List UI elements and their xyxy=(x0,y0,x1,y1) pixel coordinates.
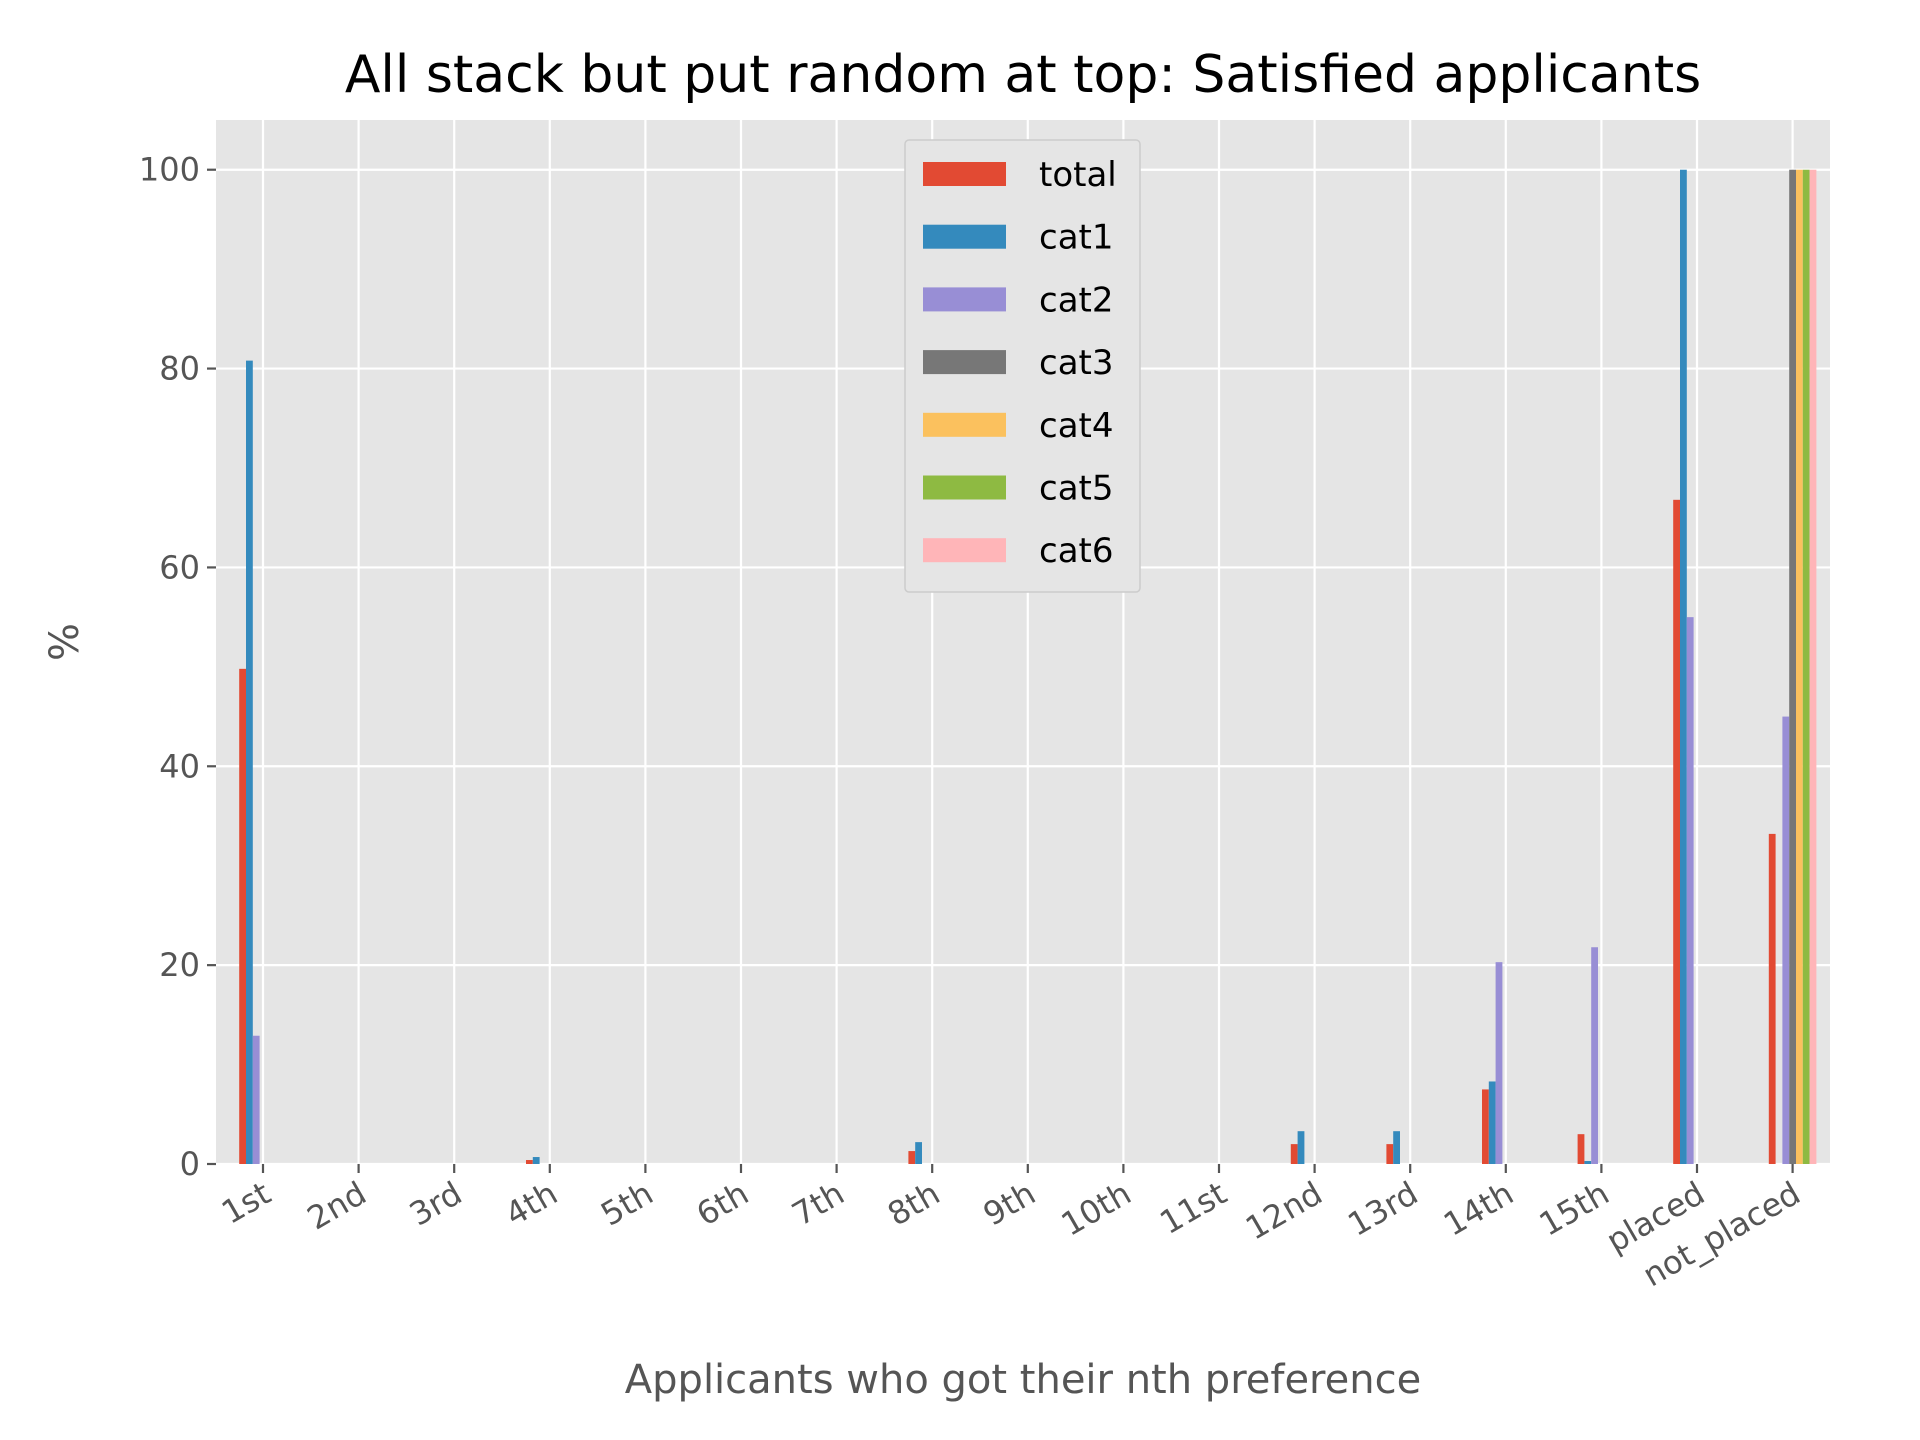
legend-swatch-cat1 xyxy=(923,224,1006,249)
bar-total xyxy=(526,1160,533,1164)
y-tick-label: 20 xyxy=(159,946,200,984)
y-tick-label: 80 xyxy=(159,350,200,388)
bar-cat3 xyxy=(1789,169,1796,1164)
bar-total xyxy=(1673,499,1680,1164)
bar-total xyxy=(908,1151,916,1164)
legend-swatch-cat2 xyxy=(923,287,1006,312)
x-tick-label: 3rd xyxy=(403,1174,468,1234)
legend-label-total: total xyxy=(1039,155,1117,195)
legend-label-cat4: cat4 xyxy=(1039,406,1114,446)
bar-total xyxy=(239,668,246,1164)
bar-cat2 xyxy=(252,1035,260,1164)
legend-label-cat3: cat3 xyxy=(1039,343,1114,383)
x-tick-label: 4th xyxy=(499,1174,564,1234)
x-tick-label: 6th xyxy=(690,1174,755,1234)
bar-cat2 xyxy=(1686,617,1694,1164)
bars xyxy=(239,169,1817,1164)
x-tick-label: 7th xyxy=(786,1174,851,1234)
bar-cat1 xyxy=(915,1142,922,1164)
x-tick-label: 10th xyxy=(1055,1174,1138,1244)
legend-swatch-cat4 xyxy=(923,412,1006,437)
x-tick-label: 13rd xyxy=(1341,1174,1424,1244)
legend-label-cat5: cat5 xyxy=(1039,469,1114,509)
bar-total xyxy=(1482,1089,1489,1164)
x-tick-label: 8th xyxy=(881,1174,946,1234)
bar-total xyxy=(1577,1134,1585,1164)
bar-total xyxy=(1290,1144,1298,1164)
x-tick-label: 11st xyxy=(1153,1174,1233,1242)
x-tick-label: 1st xyxy=(215,1174,277,1232)
legend-swatch-cat6 xyxy=(923,538,1006,563)
bar-cat2 xyxy=(1495,962,1503,1164)
bar-total xyxy=(1386,1144,1394,1164)
bar-cat1 xyxy=(1680,169,1687,1164)
x-tick-label: 14th xyxy=(1437,1174,1520,1244)
legend-label-cat2: cat2 xyxy=(1039,280,1114,320)
x-tick-label: 12nd xyxy=(1239,1174,1328,1248)
bar-cat5 xyxy=(1802,169,1810,1164)
y-tick-label: 100 xyxy=(139,151,200,189)
x-axis-label: Applicants who got their nth preference xyxy=(625,1357,1421,1403)
y-tick-label: 60 xyxy=(159,548,200,586)
bar-cat4 xyxy=(1796,169,1803,1164)
bar-cat1 xyxy=(1297,1131,1305,1164)
x-tick-label: 2nd xyxy=(301,1174,373,1237)
y-axis-label: % xyxy=(42,623,88,661)
chart-title: All stack but put random at top: Satisfi… xyxy=(345,45,1701,105)
y-tick-label: 0 xyxy=(180,1145,200,1183)
legend-swatch-cat3 xyxy=(923,350,1006,375)
bar-cat1 xyxy=(532,1157,540,1164)
grid-lines xyxy=(216,120,1830,1166)
x-tick-label: 5th xyxy=(594,1174,659,1234)
legend-swatch-total xyxy=(923,162,1006,186)
legend-label-cat6: cat6 xyxy=(1039,531,1114,571)
bar-total xyxy=(1768,833,1776,1164)
bar-cat1 xyxy=(1584,1161,1592,1164)
bar-cat1 xyxy=(1488,1081,1496,1164)
x-tick-label: 9th xyxy=(977,1174,1042,1234)
bar-cat2 xyxy=(1782,716,1790,1164)
bar-cat1 xyxy=(1393,1131,1400,1164)
bar-cat1 xyxy=(246,360,253,1164)
bar-cat2 xyxy=(1591,947,1598,1164)
legend: total cat1 cat2 cat3 cat4 cat5 cat6 xyxy=(904,139,1141,593)
legend-label-cat1: cat1 xyxy=(1039,218,1114,258)
y-tick-label: 40 xyxy=(159,747,200,785)
legend-swatch-cat5 xyxy=(923,475,1006,500)
bar-cat6 xyxy=(1809,169,1817,1164)
